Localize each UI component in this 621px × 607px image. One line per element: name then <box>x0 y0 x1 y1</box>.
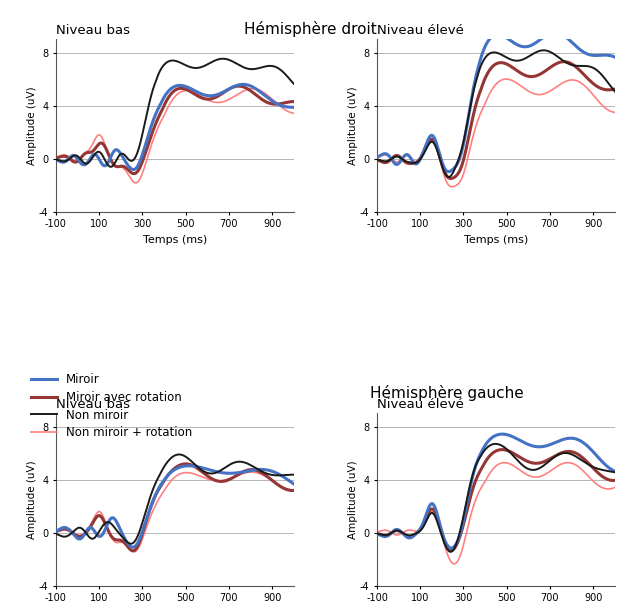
X-axis label: Temps (ms): Temps (ms) <box>464 235 528 245</box>
Y-axis label: Amplitude (uV): Amplitude (uV) <box>27 460 37 539</box>
Text: Niveau bas: Niveau bas <box>56 398 130 411</box>
Y-axis label: Amplitude (uV): Amplitude (uV) <box>348 460 358 539</box>
Y-axis label: Amplitude (uV): Amplitude (uV) <box>27 86 37 165</box>
Text: Niveau élevé: Niveau élevé <box>377 398 464 411</box>
Y-axis label: Amplitude (uV): Amplitude (uV) <box>348 86 358 165</box>
Text: Hémisphère droit: Hémisphère droit <box>244 21 377 37</box>
Text: Niveau bas: Niveau bas <box>56 24 130 37</box>
Text: Niveau élevé: Niveau élevé <box>377 24 464 37</box>
Text: Hémisphère gauche: Hémisphère gauche <box>370 385 524 401</box>
X-axis label: Temps (ms): Temps (ms) <box>143 235 207 245</box>
Legend: Miroir, Miroir avec rotation, Non miroir, Non miroir + rotation: Miroir, Miroir avec rotation, Non miroir… <box>31 373 193 439</box>
